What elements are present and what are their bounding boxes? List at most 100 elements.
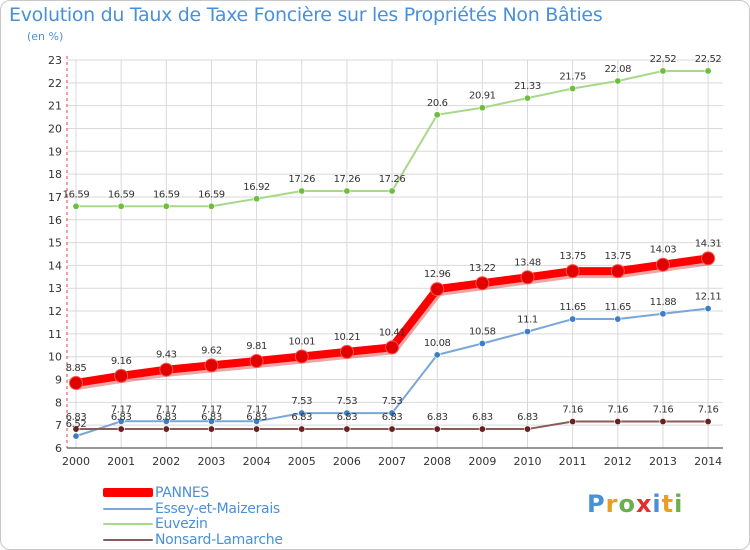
data-point-euvezin [614, 77, 622, 85]
data-label-euvezin: 20.91 [469, 91, 496, 102]
legend-label-euvezin: Euvezin [155, 516, 208, 532]
data-point-euvezin [659, 67, 667, 75]
data-label-pannes: 13.48 [514, 257, 541, 268]
data-label-essey-et-maizerais: 7.17 [156, 404, 177, 415]
data-point-pannes [520, 270, 535, 285]
data-label-nonsard-lamarche: 7.16 [653, 405, 674, 416]
y-tick-label: 6 [55, 442, 62, 455]
data-label-essey-et-maizerais: 11.65 [604, 302, 631, 313]
logo-letter: i [674, 490, 684, 518]
data-point-essey-et-maizerais [117, 417, 125, 425]
data-label-pannes: 9.43 [156, 350, 177, 361]
legend-label-pannes: PANNES [155, 485, 210, 501]
y-tick-label: 17 [48, 191, 62, 204]
data-point-pannes [204, 358, 219, 373]
data-label-essey-et-maizerais: 11.88 [650, 297, 677, 308]
data-point-pannes [565, 264, 580, 279]
data-point-pannes [114, 368, 129, 383]
legend-label-nonsard-lamarche: Nonsard-Lamarche [155, 531, 283, 548]
legend-swatch-pannes [103, 488, 153, 497]
data-point-pannes [701, 251, 716, 266]
data-label-euvezin: 16.92 [243, 182, 270, 193]
legend-swatch-nonsard-lamarche [103, 538, 153, 541]
x-tick-label: 2011 [559, 455, 587, 468]
data-label-euvezin: 20.6 [427, 98, 448, 109]
data-label-euvezin: 16.59 [63, 189, 90, 200]
data-label-pannes: 9.62 [201, 345, 222, 356]
data-point-nonsard-lamarche [478, 425, 486, 433]
data-label-euvezin: 17.26 [288, 174, 315, 185]
y-tick-label: 9 [55, 374, 62, 387]
data-label-pannes: 9.16 [111, 356, 132, 367]
data-point-pannes [249, 354, 264, 369]
data-label-nonsard-lamarche: 6.83 [246, 412, 267, 423]
data-label-euvezin: 16.59 [198, 189, 225, 200]
data-label-essey-et-maizerais: 10.08 [424, 338, 451, 349]
data-label-nonsard-lamarche: 6.83 [66, 412, 87, 423]
data-point-pannes [294, 349, 309, 364]
data-point-essey-et-maizerais [253, 417, 261, 425]
data-point-nonsard-lamarche [207, 425, 215, 433]
data-point-nonsard-lamarche [704, 418, 712, 426]
x-tick-label: 2001 [107, 455, 135, 468]
data-point-essey-et-maizerais [704, 305, 712, 313]
x-tick-label: 2008 [423, 455, 451, 468]
data-point-essey-et-maizerais [433, 351, 441, 359]
data-point-essey-et-maizerais [343, 409, 351, 417]
data-label-nonsard-lamarche: 6.83 [517, 412, 538, 423]
data-label-essey-et-maizerais: 7.53 [337, 396, 358, 407]
data-label-euvezin: 17.26 [379, 174, 406, 185]
data-label-euvezin: 17.26 [334, 174, 361, 185]
data-label-pannes: 13.22 [469, 263, 496, 274]
data-point-euvezin [388, 187, 396, 195]
logo-letter: o [618, 490, 636, 518]
data-point-nonsard-lamarche [614, 418, 622, 426]
data-point-pannes [69, 375, 83, 390]
data-label-euvezin: 22.52 [650, 54, 677, 65]
data-label-nonsard-lamarche: 6.83 [382, 412, 403, 423]
data-point-nonsard-lamarche [298, 425, 306, 433]
data-point-pannes [655, 257, 670, 272]
data-point-pannes [159, 362, 174, 377]
data-point-euvezin [72, 202, 80, 210]
y-tick-label: 7 [55, 419, 62, 432]
data-label-essey-et-maizerais: 7.53 [382, 396, 403, 407]
data-point-essey-et-maizerais [162, 417, 170, 425]
data-label-pannes: 12.96 [424, 269, 451, 280]
y-tick-label: 16 [48, 214, 62, 227]
data-label-essey-et-maizerais: 7.17 [111, 404, 132, 415]
y-tick-label: 20 [48, 122, 62, 135]
data-label-pannes: 10.41 [379, 327, 406, 338]
data-point-euvezin [117, 202, 125, 210]
data-label-nonsard-lamarche: 6.83 [156, 412, 177, 423]
x-tick-label: 2009 [468, 455, 496, 468]
data-label-nonsard-lamarche: 7.16 [607, 405, 628, 416]
data-point-nonsard-lamarche [253, 425, 261, 433]
logo-letter: P [587, 490, 606, 518]
data-label-essey-et-maizerais: 7.17 [246, 404, 267, 415]
data-label-nonsard-lamarche: 6.83 [337, 412, 358, 423]
chart-title: Evolution du Taux de Taxe Foncière sur l… [9, 4, 603, 26]
data-label-essey-et-maizerais: 7.17 [201, 404, 222, 415]
x-tick-label: 2010 [514, 455, 542, 468]
data-label-pannes: 14.31 [695, 238, 722, 249]
data-point-nonsard-lamarche [72, 425, 80, 433]
x-tick-label: 2002 [152, 455, 180, 468]
x-tick-label: 2004 [243, 455, 271, 468]
x-tick-label: 2003 [197, 455, 225, 468]
y-tick-label: 8 [55, 396, 62, 409]
data-label-essey-et-maizerais: 11.65 [559, 302, 586, 313]
data-point-pannes [385, 340, 400, 355]
data-label-nonsard-lamarche: 7.16 [562, 405, 583, 416]
data-point-essey-et-maizerais [207, 417, 215, 425]
y-tick-label: 12 [48, 305, 62, 318]
y-tick-label: 13 [48, 282, 62, 295]
data-label-euvezin: 21.75 [559, 72, 586, 83]
legend-swatch-euvezin [103, 523, 153, 525]
x-tick-label: 2006 [333, 455, 361, 468]
logo-letter: r [605, 490, 619, 518]
x-tick-label: 2012 [604, 455, 632, 468]
data-point-essey-et-maizerais [388, 409, 396, 417]
data-point-pannes [610, 264, 625, 279]
